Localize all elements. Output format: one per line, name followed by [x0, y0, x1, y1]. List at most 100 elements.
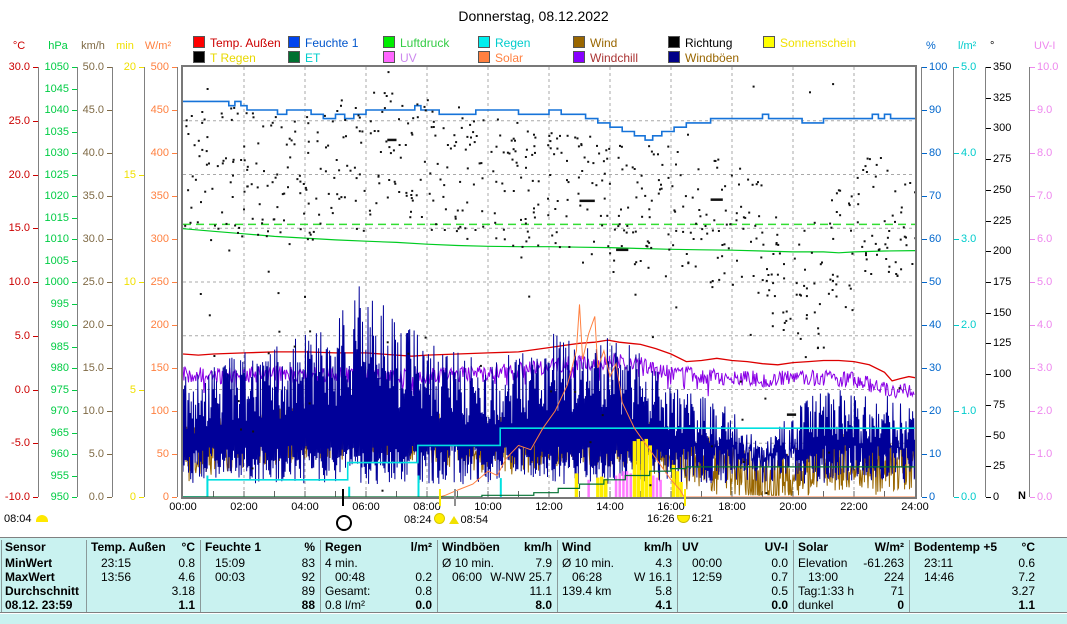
table-column-windb-en: Windböenkm/hØ 10 min.7.906:00W-NW 25.711… — [437, 538, 557, 612]
cell-value: 4.1 — [655, 598, 672, 612]
axis-tick — [986, 159, 991, 160]
axis-label: 225 — [993, 216, 1011, 227]
sunset-marker: 16:266:21 — [647, 513, 713, 525]
axis-tick — [954, 67, 959, 68]
axis-label: 7.0 — [1037, 191, 1052, 202]
axis-tick — [72, 218, 77, 219]
axis-label-north: N — [1018, 491, 1026, 502]
axis-label: 0 — [0, 492, 169, 503]
axis-label: 150 — [0, 363, 169, 374]
table-header: Temp. Außen °C — [86, 538, 200, 556]
axis-label: 25.0 — [0, 116, 30, 127]
axis-tick — [954, 153, 959, 154]
time-label-0400: 04:00 — [283, 501, 327, 513]
cell-value: 0.8 — [415, 584, 432, 598]
cell-value: 8.0 — [535, 598, 552, 612]
axis-label: 200 — [993, 246, 1011, 257]
axis-tick — [986, 67, 991, 68]
table-row: 14:467.2 — [909, 570, 1040, 584]
table-row: 13:564.6 — [86, 570, 200, 584]
time-label-1600: 16:00 — [649, 501, 693, 513]
cell-label: MinWert — [5, 556, 52, 570]
dawn-marker: 08:04 — [4, 513, 48, 525]
legend-item-uv: UV — [383, 51, 417, 63]
cell-label: 06:00 — [442, 570, 482, 584]
axis-tick — [922, 497, 927, 498]
sensor-name: Temp. Außen — [91, 540, 166, 556]
axis-label: 1015 — [0, 213, 69, 224]
weather-chart-screen: Donnerstag, 08.12.2022 Temp. AußenFeucht… — [0, 0, 1067, 624]
table-row: 15:09 83 — [200, 556, 320, 570]
axis-tick — [172, 196, 177, 197]
cell-label: 139.4 km — [562, 584, 611, 598]
table-row: 0.0 — [677, 598, 793, 612]
dawn-sun-icon — [36, 515, 48, 522]
cell-label: 12:59 — [682, 570, 722, 584]
time-label-2400: 24:00 — [893, 501, 937, 513]
cell-label: 13:00 — [798, 570, 838, 584]
axis-tick — [954, 239, 959, 240]
axis-label: 5.0 — [0, 331, 30, 342]
cell-label: 0.8 l/m² — [325, 598, 365, 612]
table-header: Sensor — [0, 538, 86, 556]
legend-item-wind: Wind — [573, 36, 617, 48]
time-label-1400: 14:00 — [588, 501, 632, 513]
axis-label: 275 — [993, 154, 1011, 165]
sensor-unit: °C — [182, 540, 195, 556]
table-row: 1.1 — [909, 598, 1040, 612]
cell-value: 89 — [302, 584, 315, 598]
axis-line-l/m² — [953, 67, 954, 497]
table-column-feuchte-1: Feuchte 1%15:098300:03928988 — [200, 538, 320, 612]
table-row: Elevation-61.263 — [793, 556, 909, 570]
axis-tick — [72, 347, 77, 348]
table-row: 00:480.2 — [320, 570, 437, 584]
legend-swatch-icon — [288, 51, 300, 63]
axis-tick — [986, 251, 991, 252]
table-column-temp-au-en: Temp. Außen°C23:150.813:564.63.181.1 — [86, 538, 200, 612]
table-row: 06:00 W-NW 25.7 — [437, 570, 557, 584]
axis-tick — [1030, 282, 1035, 283]
cell-value: 11.1 — [530, 584, 552, 598]
axis-tick — [1030, 325, 1035, 326]
table-row: 89 — [200, 584, 320, 598]
cell-value: 0 — [897, 598, 904, 612]
cell-label: 08.12. 23:59 — [5, 598, 72, 612]
sensor-unit: UV-I — [765, 540, 788, 556]
legend-swatch-icon — [193, 51, 205, 63]
axis-tick — [172, 282, 177, 283]
cell-label: Gesamt: — [325, 584, 370, 598]
axis-label: -5.0 — [0, 438, 30, 449]
cell-value: 7.9 — [535, 556, 552, 570]
cell-value: 83 — [302, 556, 315, 570]
axis-label: 5.0 — [961, 62, 976, 73]
axis-label: 1035 — [0, 127, 69, 138]
axis-label: 325 — [993, 93, 1011, 104]
cell-value: 0.0 — [415, 598, 432, 612]
cell-value: W-NW 25.7 — [490, 570, 552, 584]
sun-icon — [434, 513, 445, 524]
cell-label: 15:09 — [205, 556, 245, 570]
axis-tick — [986, 466, 991, 467]
axis-tick — [986, 436, 991, 437]
axis-label: 1045 — [0, 84, 69, 95]
axis-label: 300 — [0, 234, 169, 245]
axis-label: 30 — [929, 363, 941, 374]
axis-tick — [1030, 196, 1035, 197]
axis-tick — [172, 110, 177, 111]
axis-label: 3.0 — [961, 234, 976, 245]
sunrise-tick — [439, 489, 441, 506]
axis-tick — [72, 89, 77, 90]
table-header: UVUV-I — [677, 538, 793, 556]
table-row: 4.1 — [557, 598, 677, 612]
moon-phase-icon — [336, 515, 352, 531]
sensor-name: Feuchte 1 — [205, 540, 261, 556]
axis-header-°C: °C — [2, 40, 36, 52]
dawn-time: 08:04 — [4, 513, 32, 525]
axis-label: 175 — [993, 277, 1011, 288]
table-row: 00:000.0 — [677, 556, 793, 570]
axis-tick — [1030, 67, 1035, 68]
legend-label: UV — [400, 51, 417, 65]
table-row: 139.4 km5.8 — [557, 584, 677, 598]
cell-value: 3.27 — [1012, 584, 1035, 598]
table-row: 12:590.7 — [677, 570, 793, 584]
